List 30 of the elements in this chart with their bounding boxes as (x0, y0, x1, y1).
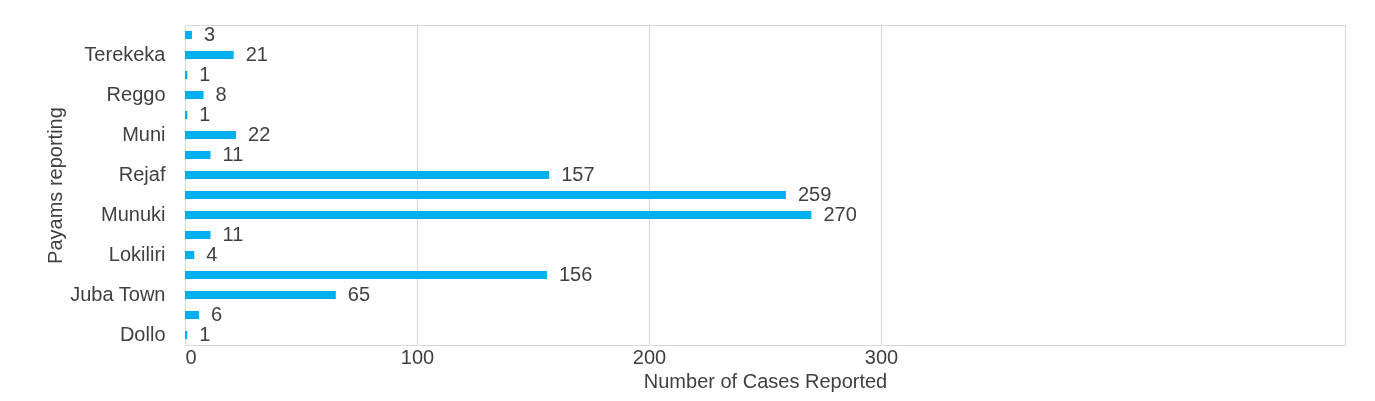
x-axis-title: Number of Cases Reported (643, 369, 888, 392)
y-tick-label: Juba Town (70, 283, 166, 305)
data-label: 4 (206, 243, 218, 265)
data-label: 21 (245, 43, 268, 65)
x-tick-label: 100 (400, 345, 435, 368)
y-tick-label: Rejaf (118, 163, 166, 185)
data-label: 157 (561, 163, 595, 185)
data-label: 156 (558, 263, 593, 285)
data-label: 259 (797, 183, 832, 205)
y-tick-label: Munuki (101, 203, 166, 225)
data-label: 3 (203, 23, 216, 45)
x-tick-label: 200 (632, 345, 667, 368)
y-axis-title: Payams reporting (43, 107, 66, 264)
data-label: 6 (210, 303, 223, 325)
y-tick-label: Dollo (119, 323, 166, 345)
data-label: 11 (222, 223, 244, 245)
x-tick-label: 300 (864, 345, 899, 368)
data-label: 65 (347, 283, 371, 305)
y-tick-label: Reggo (106, 83, 166, 105)
data-label: 1 (199, 323, 211, 345)
data-label: 11 (222, 143, 244, 165)
data-label: 1 (199, 103, 211, 125)
data-label: 22 (248, 123, 271, 145)
x-tick-label: 0 (185, 345, 197, 368)
y-tick-label: Muni (122, 123, 166, 145)
data-label: 1 (199, 63, 211, 85)
y-tick-label: Terekeka (84, 43, 167, 65)
data-label: 270 (823, 203, 857, 225)
y-tick-label: Lokiliri (108, 243, 166, 265)
data-label: 8 (215, 83, 227, 105)
